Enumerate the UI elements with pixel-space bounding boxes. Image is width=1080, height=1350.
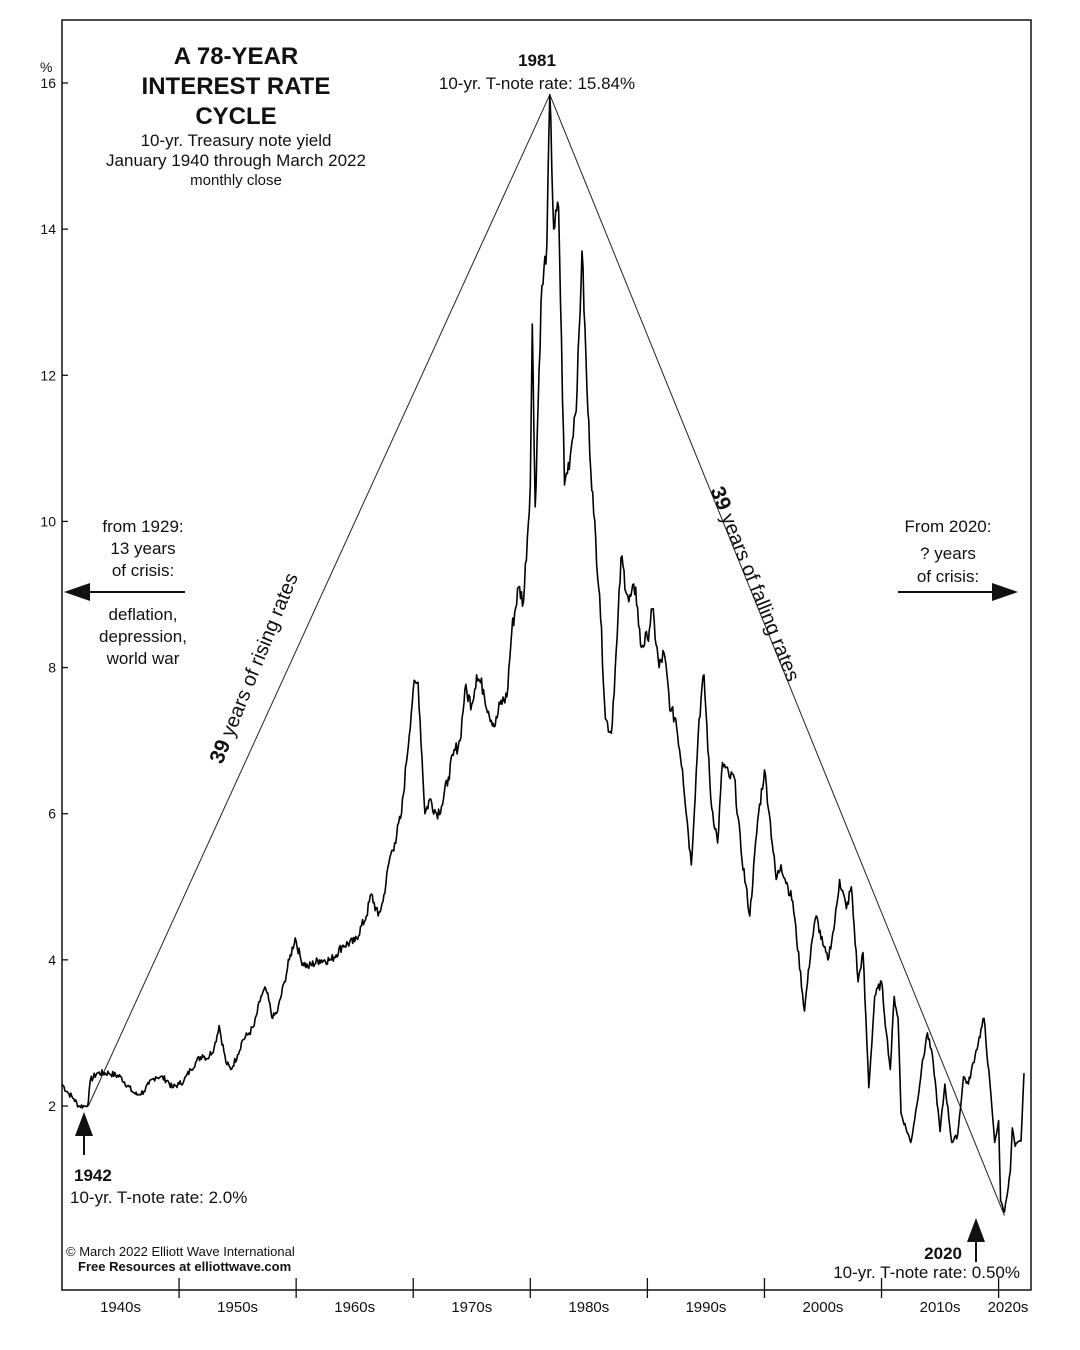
peak-year-label: 1981 <box>518 51 556 70</box>
y-tick-label: 4 <box>48 952 56 968</box>
peak-rate-label: 10-yr. T-note rate: 15.84% <box>439 74 635 93</box>
title-line-3: CYCLE <box>195 103 276 130</box>
left-note-line-5: depression, <box>99 627 187 646</box>
arrow-head-1942 <box>75 1112 93 1136</box>
subtitle-line-1: 10-yr. Treasury note yield <box>141 131 332 150</box>
title-line-2: INTEREST RATE <box>142 73 331 100</box>
x-tick-label: 1970s <box>451 1299 492 1316</box>
low2020-rate-label: 10-yr. T-note rate: 0.50% <box>833 1263 1020 1282</box>
left-note-line-4: deflation, <box>109 605 178 624</box>
x-tick-label: 1990s <box>685 1299 726 1316</box>
y-tick-label: 12 <box>40 367 56 383</box>
right-note-line-2: ? years <box>920 544 976 563</box>
x-tick-label: 1980s <box>568 1299 609 1316</box>
right-note-line-3: of crisis: <box>917 567 979 586</box>
x-axis: 1940s 1950s 1960s 1970s 1980s 1990s 2000s 2010s… <box>100 1278 1028 1316</box>
y-tick-label: 10 <box>40 513 56 529</box>
y-tick-label: 8 <box>48 660 56 676</box>
copyright-text: © March 2022 Elliott Wave International <box>66 1244 295 1259</box>
subtitle-line-2: January 1940 through March 2022 <box>106 151 366 170</box>
y-axis: 2 4 6 8 10 12 14 16 <box>40 75 68 1114</box>
y-tick-label: 16 <box>40 75 56 91</box>
low2020-year-label: 2020 <box>924 1244 962 1263</box>
arrow-head-2020 <box>967 1218 985 1242</box>
plot-frame <box>61 19 1032 1291</box>
left-note-line-3: of crisis: <box>112 561 174 580</box>
x-tick-label: 1940s <box>100 1299 141 1316</box>
y-tick-label: 2 <box>48 1098 56 1114</box>
subtitle-monthly: monthly close <box>190 172 282 189</box>
x-tick-label: 2010s <box>920 1299 961 1316</box>
low1942-year-label: 1942 <box>74 1166 112 1185</box>
falling-rates-label: 39 years of falling rates <box>705 483 804 684</box>
right-note-line-1: From 2020: <box>905 517 992 536</box>
arrow-right-head <box>992 583 1018 601</box>
y-tick-label: 6 <box>48 806 56 822</box>
left-note-line-2: 13 years <box>110 539 175 558</box>
left-note-line-6: world war <box>106 649 180 668</box>
y-tick-label: 14 <box>40 221 56 237</box>
low1942-rate-label: 10-yr. T-note rate: 2.0% <box>70 1188 247 1207</box>
x-tick-label: 1950s <box>217 1299 258 1316</box>
trend-line <box>549 94 1005 1216</box>
x-tick-label: 2020s <box>988 1299 1029 1316</box>
trend-line <box>87 94 551 1107</box>
title-line-1: A 78-YEAR <box>174 43 298 70</box>
resources-text: Free Resources at elliottwave.com <box>78 1259 291 1274</box>
y-unit-label: % <box>40 59 52 75</box>
left-note-line-1: from 1929: <box>102 517 183 536</box>
trend-lines <box>87 94 1005 1216</box>
x-tick-label: 1960s <box>334 1299 375 1316</box>
yield-series-line <box>61 93 1025 1213</box>
x-tick-label: 2000s <box>803 1299 844 1316</box>
arrow-left-head <box>64 583 90 601</box>
